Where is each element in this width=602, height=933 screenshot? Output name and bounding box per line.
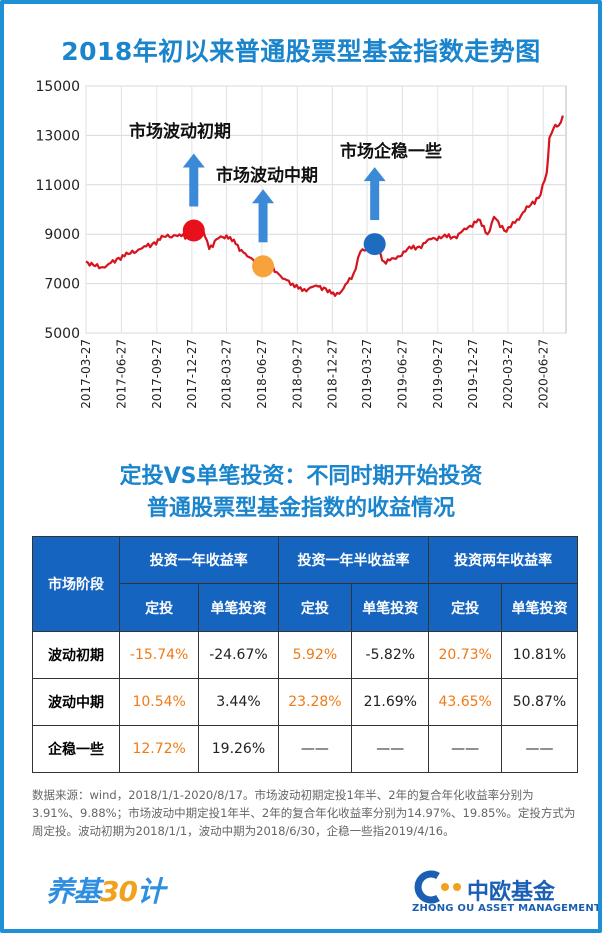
stage-marker-dot [182, 219, 205, 242]
value-cell: -5.82% [351, 631, 430, 679]
value-cell: —— [351, 725, 430, 773]
up-arrow-shaft [370, 180, 380, 221]
value-cell: —— [277, 725, 353, 773]
x-tick-label: 2018-03-27 [219, 339, 233, 409]
brand-name-en: ZHONG OU ASSET MANAGEMENT [412, 903, 601, 914]
value-cell: -15.74% [118, 631, 200, 679]
group-header-1y: 投资一年收益率 [119, 536, 279, 584]
y-tick-label: 9000 [44, 227, 80, 243]
up-arrow-shaft [258, 202, 268, 243]
value-cell: 20.73% [428, 631, 502, 679]
up-arrow-head [182, 153, 205, 168]
value-cell: 19.26% [198, 725, 279, 773]
sub-header: 定投 [277, 583, 353, 632]
sub-header: 单笔投资 [500, 583, 579, 632]
up-arrow-shaft [189, 166, 199, 207]
value-cell: 12.72% [118, 725, 200, 773]
sub-header: 单笔投资 [198, 583, 279, 632]
plot-area [85, 85, 567, 334]
y-tick-label: 11000 [35, 178, 80, 194]
logo-number: 30 [100, 875, 138, 908]
stage-marker-dot [363, 233, 386, 256]
value-cell: 10.54% [118, 678, 200, 726]
up-arrow-head [363, 167, 386, 182]
value-cell: -24.67% [198, 631, 279, 679]
value-cell: 21.69% [351, 678, 430, 726]
x-tick-label: 2018-12-27 [325, 339, 339, 409]
zhongou-logo: 中欧基金 ZHONG OU ASSET MANAGEMENT [412, 870, 598, 914]
sub-header: 定投 [428, 583, 502, 632]
data-source-notes: 数据来源：wind，2018/1/1-2020/8/17。市场波动初期定投1年半… [32, 788, 576, 838]
table-row: 波动中期 10.54% 3.44% 23.28% 21.69% 43.65% 5… [32, 678, 579, 726]
stage-marker-label: 市场企稳一些 [340, 141, 442, 162]
returns-table: 市场阶段 投资一年收益率 投资一年半收益率 投资两年收益率 定投 单笔投资 定投… [32, 536, 579, 773]
x-tick-label: 2020-03-27 [501, 339, 515, 409]
table-title-line1: 定投VS单笔投资：不同时期开始投资 [119, 464, 483, 489]
y-tick-label: 5000 [44, 326, 80, 342]
value-cell: —— [500, 725, 579, 773]
value-cell: —— [428, 725, 502, 773]
x-tick-label: 2020-06-27 [536, 339, 550, 409]
brand-name-cn: 中欧基金 [467, 880, 556, 905]
logo-text: 养基 [46, 875, 101, 908]
x-tick-label: 2019-12-27 [466, 339, 480, 409]
x-tick-label: 2019-06-27 [395, 339, 409, 409]
sub-header: 定投 [118, 583, 200, 632]
value-cell: 23.28% [277, 678, 353, 726]
stage-cell: 波动中期 [32, 678, 120, 726]
up-arrow-head [252, 189, 275, 204]
x-tick-label: 2017-12-27 [185, 339, 199, 409]
value-cell: 50.87% [500, 678, 579, 726]
table-row: 企稳一些 12.72% 19.26% —— —— —— —— [32, 725, 579, 773]
stage-marker-label: 市场波动初期 [129, 121, 231, 142]
x-tick-label: 2018-09-27 [290, 339, 304, 409]
table-row: 波动初期 -15.74% -24.67% 5.92% -5.82% 20.73%… [32, 631, 579, 679]
x-tick-label: 2017-09-27 [150, 339, 164, 409]
stage-header: 市场阶段 [32, 536, 120, 632]
x-tick-label: 2017-03-27 [79, 339, 93, 409]
group-header-1.5y: 投资一年半收益率 [277, 536, 430, 584]
yangji-logo: 养基30计 [46, 870, 165, 910]
value-cell: 43.65% [428, 678, 502, 726]
group-header-2y: 投资两年收益率 [428, 536, 578, 584]
stage-cell: 波动初期 [32, 631, 120, 679]
chart-title: 2018年初以来普通股票型基金指数走势图 [61, 37, 541, 66]
x-tick-label: 2018-06-27 [255, 339, 269, 409]
logo-text: 计 [136, 875, 165, 908]
stage-marker-label: 市场波动中期 [216, 165, 318, 186]
y-tick-label: 13000 [35, 128, 80, 144]
index-series-line [85, 115, 564, 297]
sub-header: 单笔投资 [351, 583, 430, 632]
x-tick-label: 2019-03-27 [360, 339, 374, 409]
value-cell: 3.44% [198, 678, 279, 726]
y-tick-label: 7000 [44, 277, 80, 293]
y-tick-label: 15000 [35, 79, 80, 95]
value-cell: 10.81% [500, 631, 579, 679]
value-cell: 5.92% [277, 631, 353, 679]
table-title: 定投VS单笔投资：不同时期开始投资 普通股票型基金指数的收益情况 [4, 461, 598, 525]
zhongou-mark-icon [414, 870, 461, 904]
table-title-line2: 普通股票型基金指数的收益情况 [146, 496, 455, 521]
x-tick-label: 2017-06-27 [114, 339, 128, 409]
stage-cell: 企稳一些 [32, 725, 120, 773]
x-tick-label: 2019-09-27 [431, 339, 445, 409]
stage-marker-dot [252, 255, 275, 278]
